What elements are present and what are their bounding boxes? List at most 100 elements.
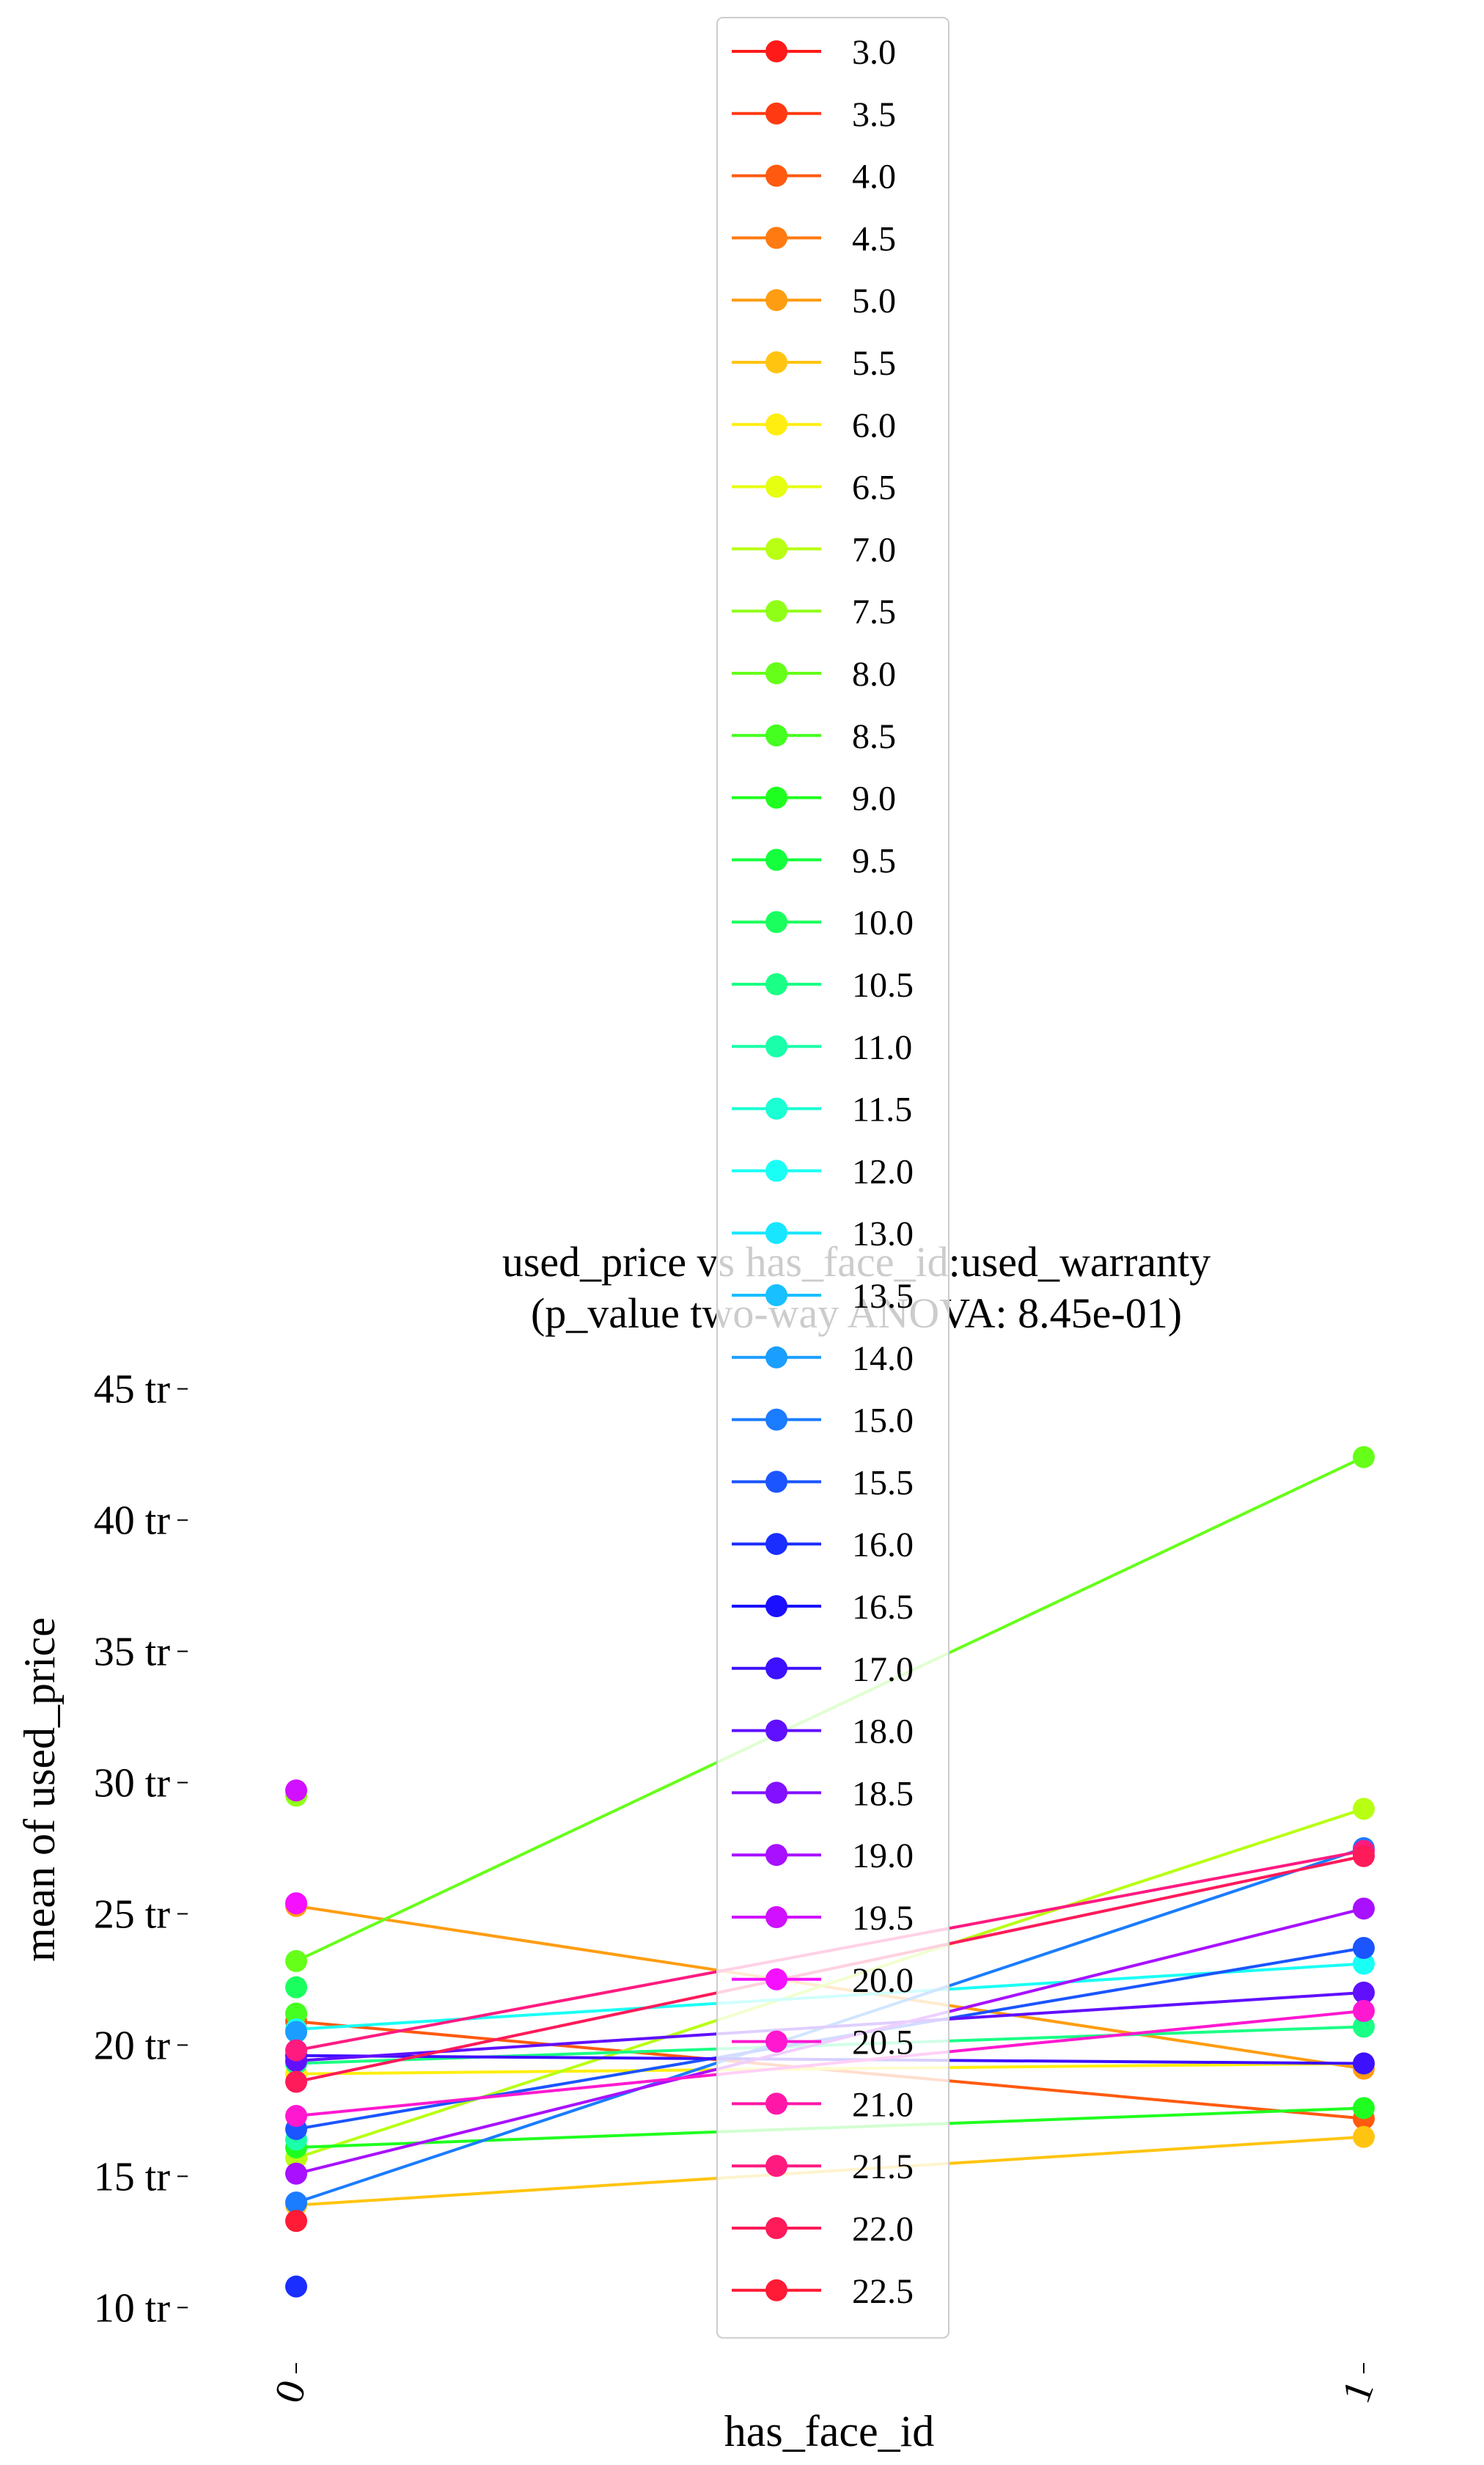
data-point (1353, 1999, 1375, 2022)
legend-label: 5.5 (852, 344, 896, 383)
legend-label: 3.0 (852, 33, 896, 72)
legend-item: 11.5 (732, 1091, 912, 1129)
y-tick-label: 10 tr (94, 2285, 171, 2331)
legend-label: 15.5 (852, 1463, 914, 1502)
legend-item: 19.0 (732, 1836, 914, 1875)
y-tick-label: 30 tr (94, 1761, 171, 1806)
legend-marker (765, 2030, 787, 2053)
legend-item: 9.5 (732, 841, 896, 880)
legend-marker (765, 2217, 787, 2239)
y-tick-label: 40 tr (94, 1498, 171, 1544)
series-8.5 (285, 2002, 307, 2025)
legend-label: 7.5 (852, 593, 896, 631)
legend-label: 7.0 (852, 530, 896, 569)
data-point (285, 2191, 307, 2214)
legend-marker (765, 289, 787, 312)
data-point (285, 1779, 307, 1802)
legend-marker (765, 102, 787, 125)
legend-item: 13.5 (732, 1277, 914, 1316)
y-tick-label: 25 tr (94, 1891, 171, 1937)
legend-label: 13.5 (852, 1277, 914, 1316)
data-point (285, 1976, 307, 1999)
series-10.0 (285, 1976, 307, 1999)
legend-label: 22.0 (852, 2210, 914, 2249)
legend-item: 13.0 (732, 1215, 914, 1253)
legend-label: 10.0 (852, 904, 914, 942)
legend-marker (765, 351, 787, 373)
data-point (285, 2039, 307, 2062)
data-point (1353, 2015, 1375, 2038)
data-point (285, 1949, 307, 1972)
y-tick-label: 20 tr (94, 2023, 171, 2068)
legend-marker (765, 1781, 787, 1804)
y-tick-label: 15 tr (94, 2154, 171, 2200)
legend-item: 10.0 (732, 904, 914, 942)
data-point (1353, 1981, 1375, 2004)
legend-item: 12.0 (732, 1152, 914, 1191)
data-point (285, 2162, 307, 2185)
legend-label: 8.5 (852, 717, 896, 756)
legend-marker (765, 1470, 787, 1493)
legend-item: 21.5 (732, 2147, 914, 2186)
legend-item: 18.0 (732, 1713, 914, 1751)
legend-marker (765, 1657, 787, 1680)
legend-item: 18.5 (732, 1774, 914, 1813)
legend-item: 4.0 (732, 158, 896, 197)
legend-marker (765, 849, 787, 871)
legend-item: 15.0 (732, 1402, 914, 1440)
legend-item: 11.0 (732, 1028, 912, 1067)
legend-item: 5.0 (732, 282, 896, 321)
legend-label: 20.0 (852, 1961, 914, 2000)
legend-label: 19.0 (852, 1836, 914, 1875)
legend-marker (765, 973, 787, 995)
legend-item: 10.5 (732, 966, 914, 1005)
data-point (1353, 1937, 1375, 1959)
legend-label: 21.0 (852, 2085, 914, 2124)
legend-item: 9.0 (732, 780, 896, 818)
y-tick-label: 45 tr (94, 1367, 171, 1413)
y-axis: 10 tr 15 tr 20 tr 25 tr 30 tr 35 tr 40 tr 45 tr (94, 1367, 188, 2331)
data-point (1353, 1897, 1375, 1920)
legend-label: 9.0 (852, 780, 896, 818)
data-point (285, 2070, 307, 2093)
legend-item: 3.0 (732, 33, 896, 72)
legend-label: 3.5 (852, 95, 896, 134)
series-22.5 (285, 2210, 307, 2233)
series-16.0 (285, 2275, 307, 2298)
legend-label: 21.5 (852, 2147, 914, 2186)
legend-label: 17.0 (852, 1650, 914, 1689)
legend-marker (765, 538, 787, 560)
legend-marker (765, 2279, 787, 2301)
legend-marker (765, 1222, 787, 1245)
legend-item: 8.5 (732, 717, 896, 756)
legend-marker (765, 1097, 787, 1120)
legend-marker (765, 164, 787, 187)
legend-marker (765, 1284, 787, 1306)
data-point (1353, 2052, 1375, 2075)
legend-marker (765, 724, 787, 747)
y-axis-label: mean of used_price (15, 1617, 64, 1962)
legend-marker (765, 1844, 787, 1867)
legend-marker (765, 1035, 787, 1058)
data-point (1353, 2097, 1375, 2120)
legend-label: 14.0 (852, 1339, 914, 1378)
legend-item: 15.5 (732, 1463, 914, 1502)
legend-marker (765, 1408, 787, 1431)
legend-item: 7.0 (732, 530, 896, 569)
legend-label: 10.5 (852, 966, 914, 1005)
x-tick-label: 0 (265, 2374, 315, 2409)
legend-item: 3.5 (732, 95, 896, 134)
legend-item: 14.0 (732, 1339, 914, 1378)
legend-label: 15.0 (852, 1402, 914, 1440)
legend-marker (765, 786, 787, 809)
legend-marker (765, 1719, 787, 1742)
legend-item: 22.0 (732, 2210, 914, 2249)
legend-marker (765, 662, 787, 684)
legend-marker (765, 2155, 787, 2178)
legend-label: 12.0 (852, 1152, 914, 1191)
x-axis-label: has_face_id (724, 2407, 935, 2455)
legend-marker (765, 227, 787, 249)
legend-item: 7.5 (732, 593, 896, 631)
